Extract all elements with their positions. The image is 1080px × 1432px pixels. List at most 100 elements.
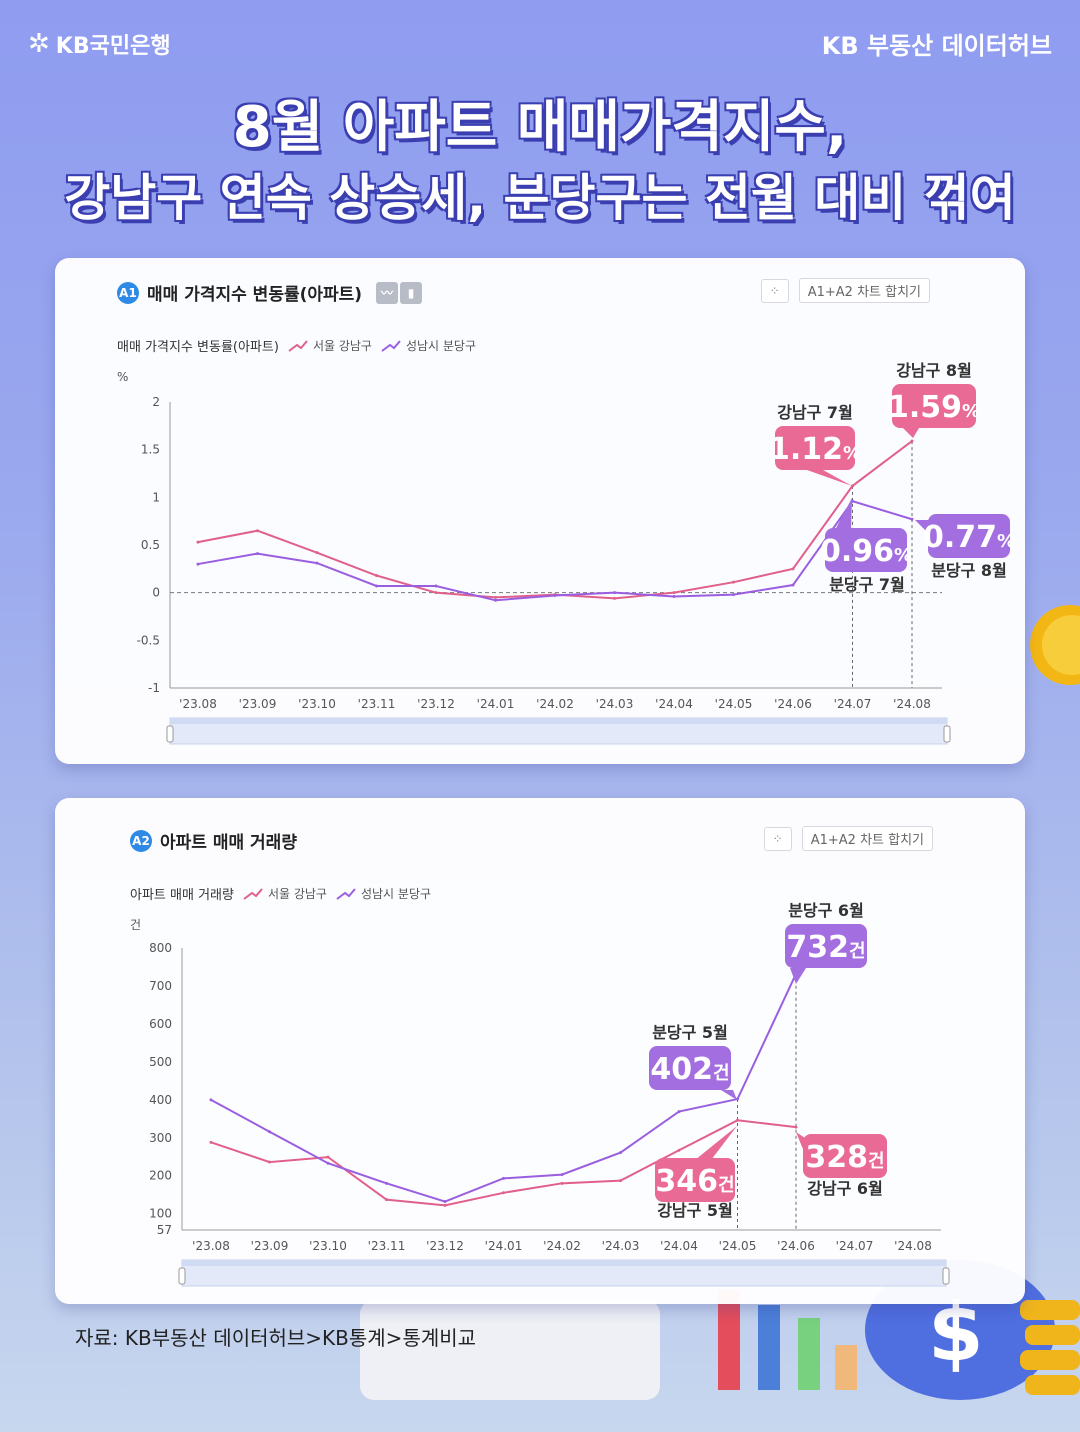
chart2-tools: ⁘ A1+A2 차트 합치기 (763, 826, 933, 851)
callout-label: 강남구 7월 (777, 403, 853, 422)
data-point (794, 1125, 798, 1129)
legend-item-gangnam[interactable]: 서울 강남구 (287, 337, 372, 354)
x-tick-label: '23.09 (251, 1239, 289, 1253)
y-tick-label: 1.5 (141, 443, 160, 457)
data-point (443, 1200, 447, 1204)
merge-label: 차트 합치기 (857, 285, 921, 300)
data-point (385, 1181, 388, 1185)
data-point (613, 591, 616, 595)
coins-stack-decoration (1020, 1300, 1080, 1320)
headline-line-1: 8월 아파트 매매가격지수, (232, 95, 848, 160)
data-point (494, 598, 497, 602)
kb-bank-logo: ✲ KB국민은행 (28, 28, 171, 60)
y-tick-label: 700 (149, 979, 172, 993)
range-slider-right-handle (942, 1267, 950, 1285)
callout-pointer (695, 1126, 737, 1160)
coins-stack-decoration (1025, 1375, 1080, 1395)
callout-label: 강남구 8월 (896, 361, 972, 380)
coin-decoration (1042, 615, 1080, 675)
legend-item-bundang[interactable]: 성남시 분당구 (380, 337, 476, 354)
transaction-volume-line-chart: 800 700 600 500 400 300 200 100 57 '23.08 '23.09 '2… (149, 901, 950, 1287)
data-point (619, 1179, 622, 1183)
callout-box (803, 1134, 887, 1178)
bar-decoration (798, 1318, 820, 1390)
legend-item-bundang[interactable]: 성남시 분당구 (335, 885, 431, 902)
data-point (736, 1118, 739, 1122)
y-tick-label: 600 (149, 1017, 172, 1031)
brand-name: KB 부동산 데이터허브 (821, 32, 1052, 60)
scatter-icon[interactable]: ⁘ (760, 278, 789, 303)
x-tick-label: '24.05 (715, 697, 753, 711)
y-unit: % (117, 370, 129, 384)
chart2-legend: 아파트 매매 거래량 서울 강남구 성남시 분당구 (130, 884, 431, 903)
bar-chart-icon[interactable]: ▮ (400, 281, 423, 304)
y-tick-label: 1 (152, 490, 160, 504)
range-slider-handle-bar (182, 1260, 946, 1266)
x-tick-label: '24.01 (477, 697, 515, 711)
data-point (315, 551, 319, 555)
data-point (560, 1181, 564, 1185)
callout-value: 1.59% (888, 390, 980, 425)
x-tick-label: '24.07 (834, 697, 872, 711)
headline-line-2: 강남구 연속 상승세, 분당구는 전월 대비 꺾여 (64, 169, 1016, 227)
x-tick-label: '24.06 (774, 697, 812, 711)
merge-charts-button[interactable]: A1+A2 차트 합치기 (801, 826, 933, 851)
data-point (326, 1155, 330, 1159)
scatter-icon[interactable]: ⁘ (763, 826, 792, 851)
data-point (502, 1176, 505, 1180)
callout-pointer (721, 1090, 737, 1100)
legend-title: 매매 가격지수 변동률(아파트) (117, 340, 279, 355)
data-point (677, 1110, 681, 1114)
bar-decoration (835, 1345, 857, 1390)
y-tick-label: 0 (152, 586, 160, 600)
coins-stack-decoration (1025, 1325, 1080, 1345)
callout-value: 732건 (786, 930, 865, 965)
callout-pointer (835, 498, 852, 530)
chart1-tools: ⁘ A1+A2 차트 합치기 (760, 278, 930, 303)
line-chart-icon[interactable]: 〰 (376, 281, 399, 304)
legend-label: 서울 강남구 (267, 887, 327, 901)
callout-value: 402건 (650, 1052, 729, 1087)
logo-text: KB국민은행 (55, 34, 171, 59)
callout-box (928, 514, 1010, 558)
y-tick-label: 100 (149, 1207, 172, 1221)
data-point (375, 584, 378, 588)
x-tick-label: '24.01 (485, 1239, 523, 1253)
data-point (732, 580, 735, 584)
callout-label: 분당구 6월 (788, 901, 864, 920)
data-point (375, 574, 378, 578)
line-legend-icon (381, 339, 401, 352)
data-point (209, 1098, 213, 1102)
data-point (910, 439, 914, 443)
x-tick-label: '23.12 (417, 697, 455, 711)
legend-item-gangnam[interactable]: 서울 강남구 (242, 885, 327, 902)
x-tick-label: '24.05 (719, 1239, 757, 1253)
callout-value: 1.12% (769, 432, 861, 467)
x-tick-label: '24.04 (660, 1239, 698, 1253)
callout-box (825, 528, 907, 572)
x-tick-label: '23.10 (298, 697, 336, 711)
data-point (256, 552, 259, 556)
data-point (196, 562, 200, 566)
price-index-line-chart: 2 1.5 1 0.5 0 -0.5 -1 '23.08 '23.09 '23.10 '23.11 '… (137, 361, 1015, 745)
source-note: 자료: KB부동산 데이터허브>KB통계>통계비교 (75, 1326, 477, 1350)
data-point (315, 561, 319, 565)
data-point (434, 591, 438, 595)
data-point (268, 1160, 271, 1164)
y-tick-label: 400 (149, 1093, 172, 1107)
callout-value: 0.96% (820, 534, 912, 569)
bar-decoration (758, 1305, 780, 1390)
callout-box (785, 924, 867, 968)
range-slider-left-handle (178, 1267, 186, 1285)
range-slider-handle-bar (170, 718, 947, 724)
data-point (209, 1140, 213, 1144)
data-point (196, 540, 200, 544)
callout-box (649, 1046, 731, 1090)
line-legend-icon (336, 887, 356, 900)
x-tick-label: '24.07 (836, 1239, 874, 1253)
data-point (619, 1151, 622, 1155)
x-tick-label: '23.11 (358, 697, 396, 711)
merge-charts-button[interactable]: A1+A2 차트 합치기 (798, 278, 930, 303)
x-tick-label: '23.12 (426, 1239, 464, 1253)
price-index-chart-card: A1 매매 가격지수 변동률(아파트) 〰 ▮ ⁘ A1+A2 차트 합치기 매… (55, 258, 1025, 764)
